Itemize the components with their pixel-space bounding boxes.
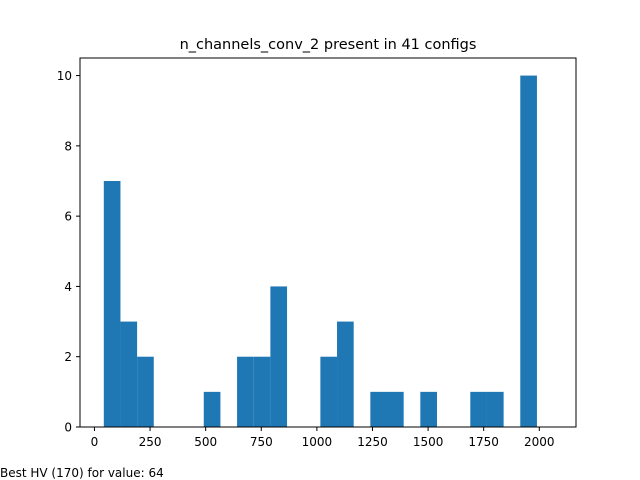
y-tick-label: 8 xyxy=(64,139,72,153)
y-tick-label: 2 xyxy=(64,350,72,364)
x-tick-label: 1500 xyxy=(413,435,444,449)
best-hv-caption: Best HV (170) for value: 64 xyxy=(0,466,164,480)
histogram-bar xyxy=(486,391,504,427)
y-axis: 0 2 4 6 8 10 xyxy=(57,69,80,435)
histogram-bar xyxy=(387,391,404,427)
histogram-bar xyxy=(520,75,537,428)
chart-title: n_channels_conv_2 present in 41 configs xyxy=(180,37,477,53)
histogram-bar xyxy=(420,391,437,427)
histogram-bar xyxy=(270,286,288,427)
y-tick-label: 10 xyxy=(57,69,72,83)
x-tick-label: 0 xyxy=(91,435,99,449)
histogram-bar xyxy=(237,356,254,427)
histogram-bar xyxy=(137,356,154,427)
y-tick-label: 6 xyxy=(64,210,72,224)
y-tick-label: 4 xyxy=(64,280,72,294)
histogram-bar xyxy=(203,391,221,427)
histogram-bar xyxy=(320,356,338,427)
histogram-bar xyxy=(103,181,121,427)
x-tick-label: 250 xyxy=(139,435,162,449)
plot-frame xyxy=(79,57,577,428)
x-tick-label: 1000 xyxy=(302,435,333,449)
x-tick-label: 1750 xyxy=(468,435,499,449)
histogram-bar xyxy=(120,321,138,427)
x-axis: 0 250 500 750 1000 1250 1500 1750 2000 xyxy=(91,427,555,449)
x-tick-label: 2000 xyxy=(524,435,555,449)
y-tick-label: 0 xyxy=(64,421,72,435)
bars-group xyxy=(103,75,537,428)
x-tick-label: 1250 xyxy=(357,435,388,449)
histogram-bar xyxy=(370,391,388,427)
x-tick-label: 750 xyxy=(250,435,273,449)
histogram-bar xyxy=(470,391,487,427)
histogram-bar xyxy=(253,356,271,427)
x-tick-label: 500 xyxy=(194,435,217,449)
histogram-bar xyxy=(337,321,354,427)
